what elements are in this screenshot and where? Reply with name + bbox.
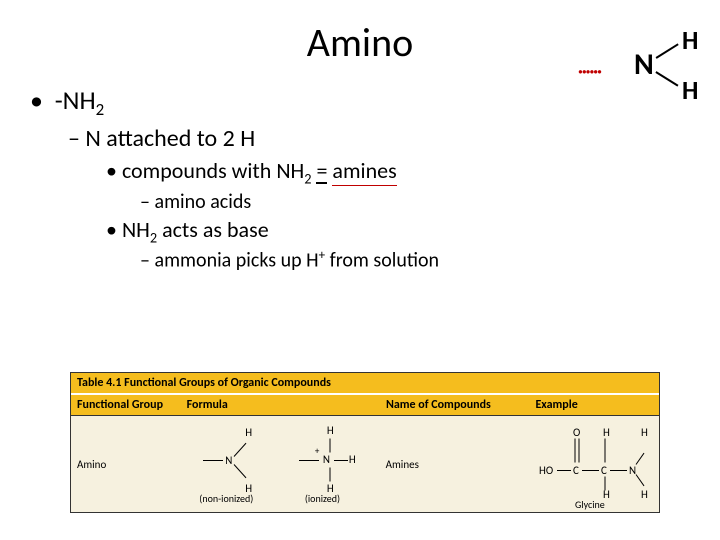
bond-line [334,460,348,461]
cell-formula: H N H (non-ionized) H N + H H (ionized) [181,416,380,512]
bond-line [299,460,319,461]
glycine-structure: O H H HO C C N H H [535,420,655,500]
text: -NH [55,84,96,116]
bullet-l3b: • NH2 acts as base [106,216,690,246]
label-glycine: Glycine [575,498,605,511]
subscript: 2 [304,170,311,188]
table-row: Amino H N H (non-ionized) H N + H H [71,416,659,512]
atom-n: N [323,453,330,466]
bullet-l3a: • compounds with NH2 = amines [106,157,690,187]
bond-line [636,453,645,465]
atom-h: H [603,426,610,439]
bullet-l4b: – ammonia picks up H+ from solution [140,248,690,273]
table-header-row: Functional Group Formula Name of Compoun… [71,395,659,416]
bullet-l1: • -NH2 [30,84,690,120]
atom-n: N [225,454,232,467]
bond-line [604,439,605,463]
bullet-content: • -NH2 – N attached to 2 H • compounds w… [30,84,690,275]
amines-underlined: amines [332,157,396,186]
atom-c: C [601,464,607,477]
atom-h-top: H [682,24,698,56]
atom-ho: HO [539,464,553,477]
cell-group: Amino [71,416,181,512]
cell-name: Amines [380,416,529,512]
bullet-l2: – N attached to 2 H [68,124,690,153]
col-header-name: Name of Compounds [380,395,529,415]
bond-line [610,470,627,471]
formula-ionized: H N + H H (ionized) [287,420,367,506]
col-header-formula: Formula [181,395,380,415]
col-header-example: Example [529,395,659,415]
label-nonionized: (non-ionized) [199,492,253,505]
bond-line [234,464,247,478]
bullet-l4a: – amino acids [140,190,690,214]
atom-h: H [327,424,334,437]
atom-n: N [634,46,654,83]
functional-groups-table: Table 4.1 Functional Groups of Organic C… [70,372,660,513]
label-ionized: (ionized) [305,492,340,505]
text: NH [122,216,150,243]
bond-line [656,43,679,58]
text: acts as base [157,216,269,243]
atom-h: H [245,426,252,439]
equals-underlined: = [316,161,327,184]
bond-line [203,460,223,461]
charge-plus: + [315,446,319,457]
formula-nonionized: H N H (non-ionized) [193,420,273,506]
bond-line [578,439,579,463]
atom-h: H [641,488,648,501]
table-caption: Table 4.1 Functional Groups of Organic C… [71,373,659,395]
bond-dots: ······ [578,60,601,82]
bond-line [636,474,645,486]
atom-c: C [573,464,579,477]
bond-line [329,468,330,482]
bond-line [329,439,330,453]
atom-o: O [573,426,580,439]
cell-example: O H H HO C C N H H Glycine [529,416,659,512]
text: compounds with NH [122,157,304,184]
text: ammonia picks up H [154,249,318,273]
text: N attached to 2 H [85,124,255,153]
bond-line [604,477,605,491]
text: from solution [325,249,439,273]
bond-line [574,439,575,463]
bond-line [582,470,599,471]
bond-line [234,443,247,457]
subscript: 2 [96,99,105,120]
bond-line [557,470,571,471]
atom-h: H [641,426,648,439]
col-header-group: Functional Group [71,395,181,415]
atom-h: H [349,453,356,466]
text: amino acids [154,190,251,214]
